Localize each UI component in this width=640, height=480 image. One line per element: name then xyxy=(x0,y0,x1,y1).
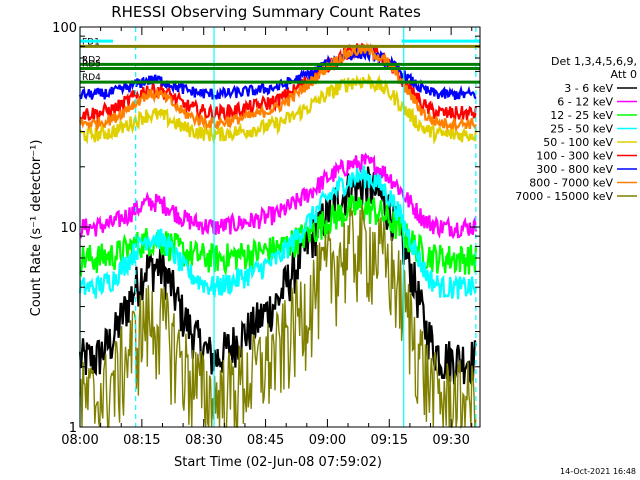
legend-entry-6: 100 - 300 keV xyxy=(536,150,613,163)
x-tick-label-5: 09:00 xyxy=(309,433,346,448)
flag-label-2: RD2 xyxy=(82,55,101,65)
series-line-4 xyxy=(78,165,477,300)
legend-header-2: Att 0 xyxy=(611,68,637,81)
series-line-8 xyxy=(78,41,477,134)
legend-entry-4: 25 - 50 keV xyxy=(550,123,613,136)
legend-entry-9: 7000 - 15000 keV xyxy=(515,190,613,203)
legend-entry-1: 3 - 6 keV xyxy=(564,82,613,95)
axis-layer: 08:00 08:15 08:30 08:45 09:00 09:15 09:30 1 10 10… xyxy=(52,21,480,448)
legend-entry-2: 6 - 12 keV xyxy=(557,96,613,109)
series-line-1 xyxy=(78,166,477,387)
x-tick-label-3: 08:30 xyxy=(185,433,222,448)
x-tick-label-4: 08:45 xyxy=(247,433,284,448)
y-axis-label: Count Rate (s⁻¹ detector⁻¹) xyxy=(29,140,44,317)
flag-label-4: RD4 xyxy=(82,73,101,83)
flag-layer: FD1RD2RD5RD4 xyxy=(80,37,480,84)
series-line-5 xyxy=(78,72,477,145)
flag-label-3: RD5 xyxy=(82,60,101,70)
legend-entry-5: 50 - 100 keV xyxy=(543,136,613,149)
series-line-9 xyxy=(79,204,477,429)
x-axis-label: Start Time (02-Jun-08 07:59:02) xyxy=(174,455,382,470)
x-tick-label-7: 09:30 xyxy=(432,433,469,448)
y-tick-label-2: 10 xyxy=(60,221,77,236)
x-tick-label-2: 08:15 xyxy=(123,433,160,448)
chart-title: RHESSI Observing Summary Count Rates xyxy=(111,3,421,21)
series-line-7 xyxy=(78,46,477,100)
series-layer xyxy=(78,41,477,429)
y-tick-label-1: 1 xyxy=(69,421,77,436)
legend-entry-7: 300 - 800 keV xyxy=(536,163,613,176)
x-tick-label-1: 08:00 xyxy=(61,433,98,448)
series-line-2 xyxy=(78,152,477,240)
y-tick-label-3: 100 xyxy=(52,21,77,36)
legend-header-1: Det 1,3,4,5,6,9, xyxy=(551,55,637,68)
footer-date: 14-Oct-2021 16:48 xyxy=(560,467,636,476)
legend-entry-3: 12 - 25 keV xyxy=(550,109,613,122)
legend-entry-8: 800 - 7000 keV xyxy=(529,177,613,190)
x-tick-label-6: 09:15 xyxy=(371,433,408,448)
